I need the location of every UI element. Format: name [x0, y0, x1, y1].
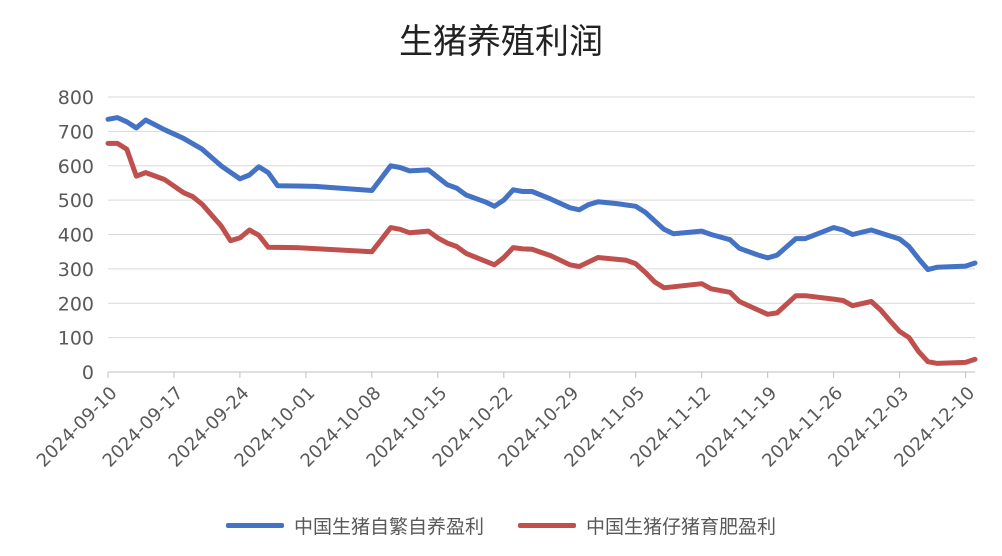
series-line-1	[105, 115, 978, 273]
y-tick-label: 400	[58, 225, 94, 247]
chart-title: 生猪养殖利润	[399, 22, 603, 62]
y-tick-label: 0	[82, 362, 94, 384]
legend-label: 中国生猪自繁自养盈利	[293, 516, 484, 538]
legend-item-series-1: 中国生猪自繁自养盈利	[225, 512, 484, 539]
legend-label: 中国生猪仔猪育肥盈利	[586, 516, 777, 538]
series-lines	[105, 115, 978, 366]
y-axis-ticks: 0 100 200 300 400 500 600 700 800	[58, 87, 94, 384]
y-tick-label: 300	[58, 259, 94, 281]
legend: 中国生猪自繁自养盈利 中国生猪仔猪育肥盈利	[0, 512, 1002, 539]
y-tick-label: 200	[58, 293, 94, 315]
legend-item-series-2: 中国生猪仔猪育肥盈利	[518, 512, 776, 539]
y-tick-label: 500	[58, 190, 94, 212]
series-line-2	[105, 140, 978, 366]
y-tick-label: 100	[58, 328, 94, 350]
legend-swatch-red	[518, 523, 576, 528]
x-axis: 2024-09-102024-09-172024-09-242024-10-01…	[33, 371, 979, 472]
y-tick-label: 800	[58, 87, 94, 109]
y-tick-label: 700	[58, 121, 94, 143]
y-tick-label: 600	[58, 156, 94, 178]
legend-swatch-blue	[225, 523, 284, 528]
